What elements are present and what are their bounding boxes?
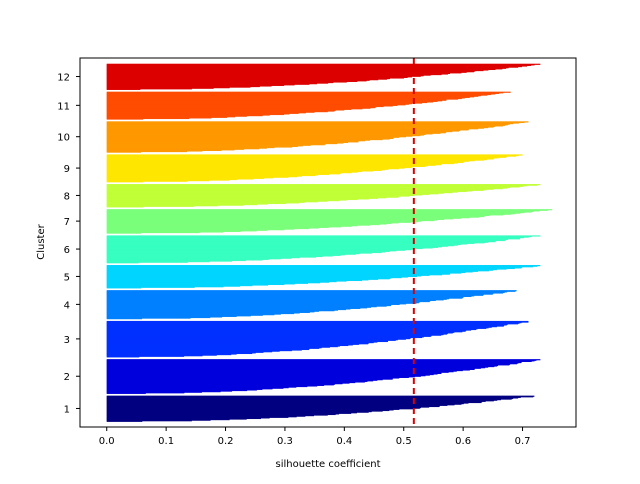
y-tick-label-6: 6 <box>64 245 70 256</box>
x-tick-label: 0.4 <box>336 436 352 447</box>
x-tick-label: 0.3 <box>277 436 293 447</box>
cluster-4-silhouette <box>106 290 517 320</box>
silhouette-sample-bar <box>106 63 541 65</box>
y-tick-label-10: 10 <box>57 133 70 144</box>
cluster-8-silhouette <box>106 184 541 208</box>
cluster-6-silhouette <box>106 235 541 264</box>
silhouette-sample-bar <box>106 265 541 267</box>
x-tick-label: 0.0 <box>99 436 115 447</box>
cluster-1-silhouette <box>106 395 535 422</box>
y-tick-label-5: 5 <box>64 272 70 283</box>
y-tick-label-2: 2 <box>64 372 70 383</box>
x-axis-label: silhouette coefficient <box>275 459 380 470</box>
x-tick-label: 0.5 <box>396 436 412 447</box>
x-tick-label: 0.6 <box>455 436 471 447</box>
plot-frame <box>79 57 577 428</box>
cluster-9-silhouette <box>106 154 523 183</box>
silhouette-sample-bar <box>106 320 529 323</box>
silhouette-sample-bar <box>106 184 541 186</box>
y-tick-label-1: 1 <box>64 404 70 415</box>
cluster-2-silhouette <box>106 359 541 394</box>
silhouette-sample-bar <box>106 395 535 397</box>
x-tick-label: 0.1 <box>158 436 174 447</box>
silhouette-sample-bar <box>106 290 517 292</box>
cluster-12-silhouette <box>106 63 541 90</box>
y-tick-label-9: 9 <box>64 164 70 175</box>
y-axis-label: Cluster <box>36 223 47 259</box>
y-tick-label-8: 8 <box>64 191 70 202</box>
silhouette-sample-bar <box>106 91 511 93</box>
cluster-3-silhouette <box>106 320 529 358</box>
y-tick-label-7: 7 <box>64 217 70 228</box>
cluster-11-silhouette <box>106 91 511 120</box>
cluster-7-silhouette <box>106 209 553 234</box>
x-tick-label: 0.2 <box>218 436 234 447</box>
y-tick-label-4: 4 <box>64 300 70 311</box>
silhouette-sample-bar <box>106 121 529 123</box>
silhouette-bars <box>106 63 553 422</box>
silhouette-sample-bar <box>106 235 541 237</box>
silhouette-sample-bar <box>106 209 553 211</box>
silhouette-sample-bar <box>106 154 523 156</box>
y-tick-label-12: 12 <box>57 73 70 84</box>
cluster-5-silhouette <box>106 265 541 289</box>
silhouette-sample-bar <box>106 359 541 361</box>
y-tick-label-3: 3 <box>64 335 70 346</box>
x-axis-ticks: 0.0 0.1 0.2 0.3 0.4 0.5 0.6 0.7 <box>99 427 531 447</box>
x-tick-label: 0.7 <box>515 436 531 447</box>
y-tick-label-11: 11 <box>57 101 70 112</box>
cluster-10-silhouette <box>106 121 529 153</box>
